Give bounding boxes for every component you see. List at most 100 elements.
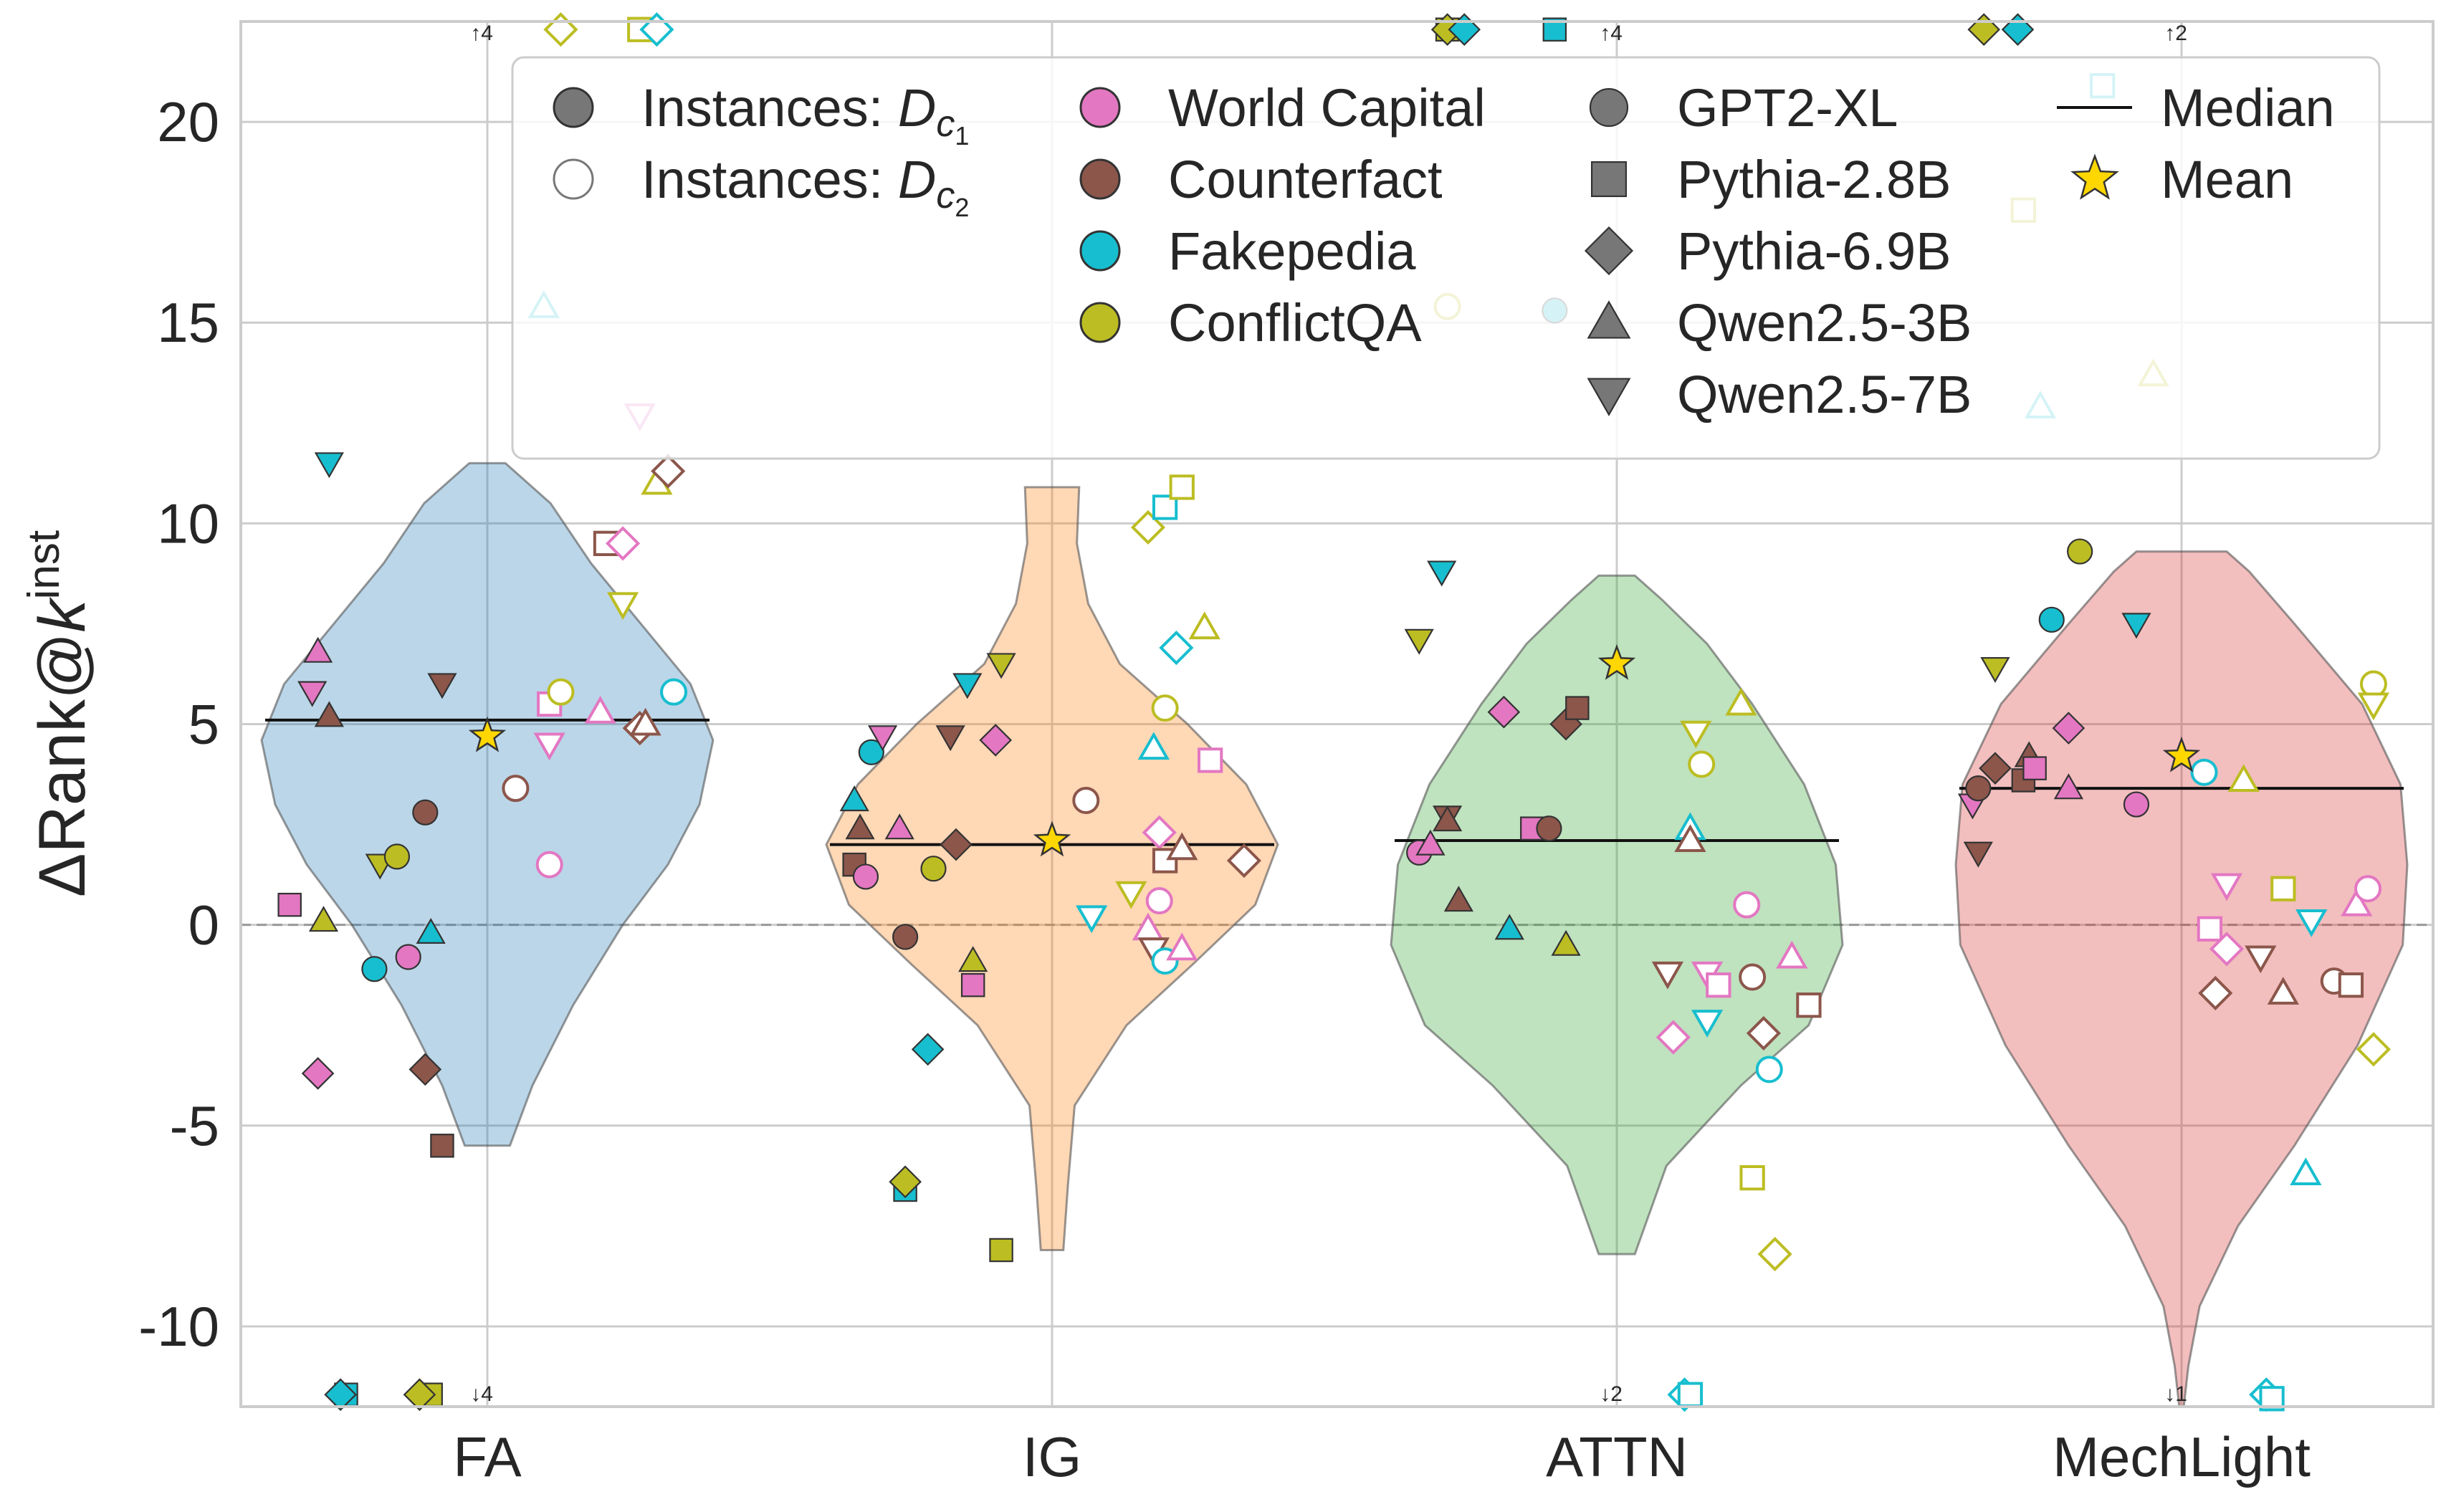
y-axis-title: ΔRank@kinst	[19, 530, 99, 897]
y-tick-label: -5	[170, 1094, 219, 1157]
data-point	[935, 725, 965, 752]
legend-instance-marker	[553, 87, 594, 128]
data-point	[1404, 628, 1434, 655]
legend-dataset-marker	[1079, 87, 1121, 128]
legend-model-marker	[1584, 226, 1634, 276]
data-point	[1142, 815, 1177, 850]
data-point	[1166, 832, 1198, 861]
y-tick-label: 20	[157, 90, 219, 153]
mean-star-mechlight	[2162, 736, 2201, 772]
clipped-below-count: ↓2	[1600, 1382, 1623, 1406]
data-point	[2295, 909, 2328, 937]
data-point	[2356, 1032, 2391, 1067]
data-point	[1145, 887, 1173, 915]
legend-dataset-marker	[1079, 302, 1121, 343]
data-point	[1169, 474, 1195, 500]
legend-model-marker	[1587, 300, 1631, 339]
mean-star-attn	[1597, 643, 1636, 680]
legend-dataset-label: World Capital	[1168, 78, 1486, 138]
data-point	[547, 678, 575, 706]
data-point	[416, 917, 446, 944]
data-point	[533, 732, 565, 761]
data-point	[2053, 773, 2083, 800]
data-point	[1115, 881, 1147, 909]
data-point	[651, 454, 686, 489]
data-point	[1072, 786, 1100, 814]
data-point	[1651, 961, 1684, 990]
data-point	[2067, 538, 2093, 565]
clipped-data-point	[324, 1378, 357, 1411]
data-point	[297, 681, 328, 707]
legend-dataset-marker	[1079, 230, 1121, 272]
data-point	[858, 739, 884, 765]
x-tick-label: IG	[1023, 1425, 1081, 1488]
data-point	[911, 1033, 945, 1066]
y-tick-label: -10	[138, 1295, 219, 1358]
y-tick-label: 0	[188, 894, 219, 957]
data-point	[303, 636, 333, 663]
data-point	[2190, 758, 2218, 786]
data-point	[1674, 824, 1706, 853]
data-point	[2052, 712, 2086, 745]
data-point	[584, 695, 616, 724]
data-point	[314, 452, 344, 479]
data-point	[1757, 1237, 1792, 1272]
data-point	[1565, 696, 1590, 720]
data-point	[1151, 694, 1179, 722]
data-point	[1725, 687, 1757, 716]
data-point	[892, 924, 919, 950]
legend-model-marker	[1587, 378, 1631, 416]
data-point	[986, 653, 1016, 679]
data-point	[1226, 843, 1261, 879]
clipped-above-count: ↑2	[2164, 21, 2187, 45]
data-point	[1487, 695, 1521, 729]
legend-model-label: Pythia-6.9B	[1677, 221, 1951, 281]
data-point	[1188, 611, 1220, 640]
data-point	[383, 843, 411, 870]
data-point	[1166, 932, 1198, 961]
data-point	[2341, 888, 2373, 917]
data-point	[301, 1057, 335, 1090]
plot-frame	[239, 20, 2435, 1408]
data-point	[884, 813, 914, 840]
data-point	[845, 813, 875, 840]
legend-model-marker	[1589, 87, 1629, 128]
violin-attn	[1390, 574, 1844, 1255]
data-point	[1733, 891, 1761, 919]
data-point	[629, 707, 661, 736]
data-point	[979, 724, 1013, 757]
data-point	[427, 673, 457, 699]
data-point	[1159, 630, 1194, 666]
legend-dataset-marker	[1079, 158, 1121, 200]
data-point	[2267, 977, 2299, 1005]
data-point	[2121, 613, 2151, 639]
data-point	[1688, 750, 1716, 778]
violin-ig	[825, 486, 1279, 1251]
y-tick-label: 15	[157, 291, 219, 354]
legend-dataset-label: Fakepedia	[1168, 221, 1416, 281]
data-point	[395, 944, 421, 970]
data-point	[1746, 1015, 1781, 1051]
legend-dataset-label: Counterfact	[1168, 150, 1443, 209]
data-point	[361, 956, 388, 982]
data-point	[852, 863, 879, 890]
legend-mean-star	[2070, 153, 2119, 200]
legend-model-label: Qwen2.5-3B	[1677, 293, 1972, 353]
data-point	[314, 701, 344, 727]
data-point	[1963, 841, 1993, 868]
data-point	[1796, 992, 1822, 1018]
legend-model-marker	[1590, 161, 1628, 198]
data-point	[2357, 692, 2390, 721]
data-point	[920, 856, 947, 882]
mean-star-fa	[468, 716, 507, 752]
legend-instance-marker	[553, 158, 594, 200]
data-point	[2354, 875, 2382, 903]
data-point	[2022, 756, 2047, 780]
data-point	[2210, 873, 2243, 901]
data-point	[868, 725, 898, 752]
data-point	[952, 673, 983, 699]
data-point	[1680, 720, 1712, 749]
data-point	[660, 678, 688, 706]
legend-box	[511, 56, 2381, 460]
